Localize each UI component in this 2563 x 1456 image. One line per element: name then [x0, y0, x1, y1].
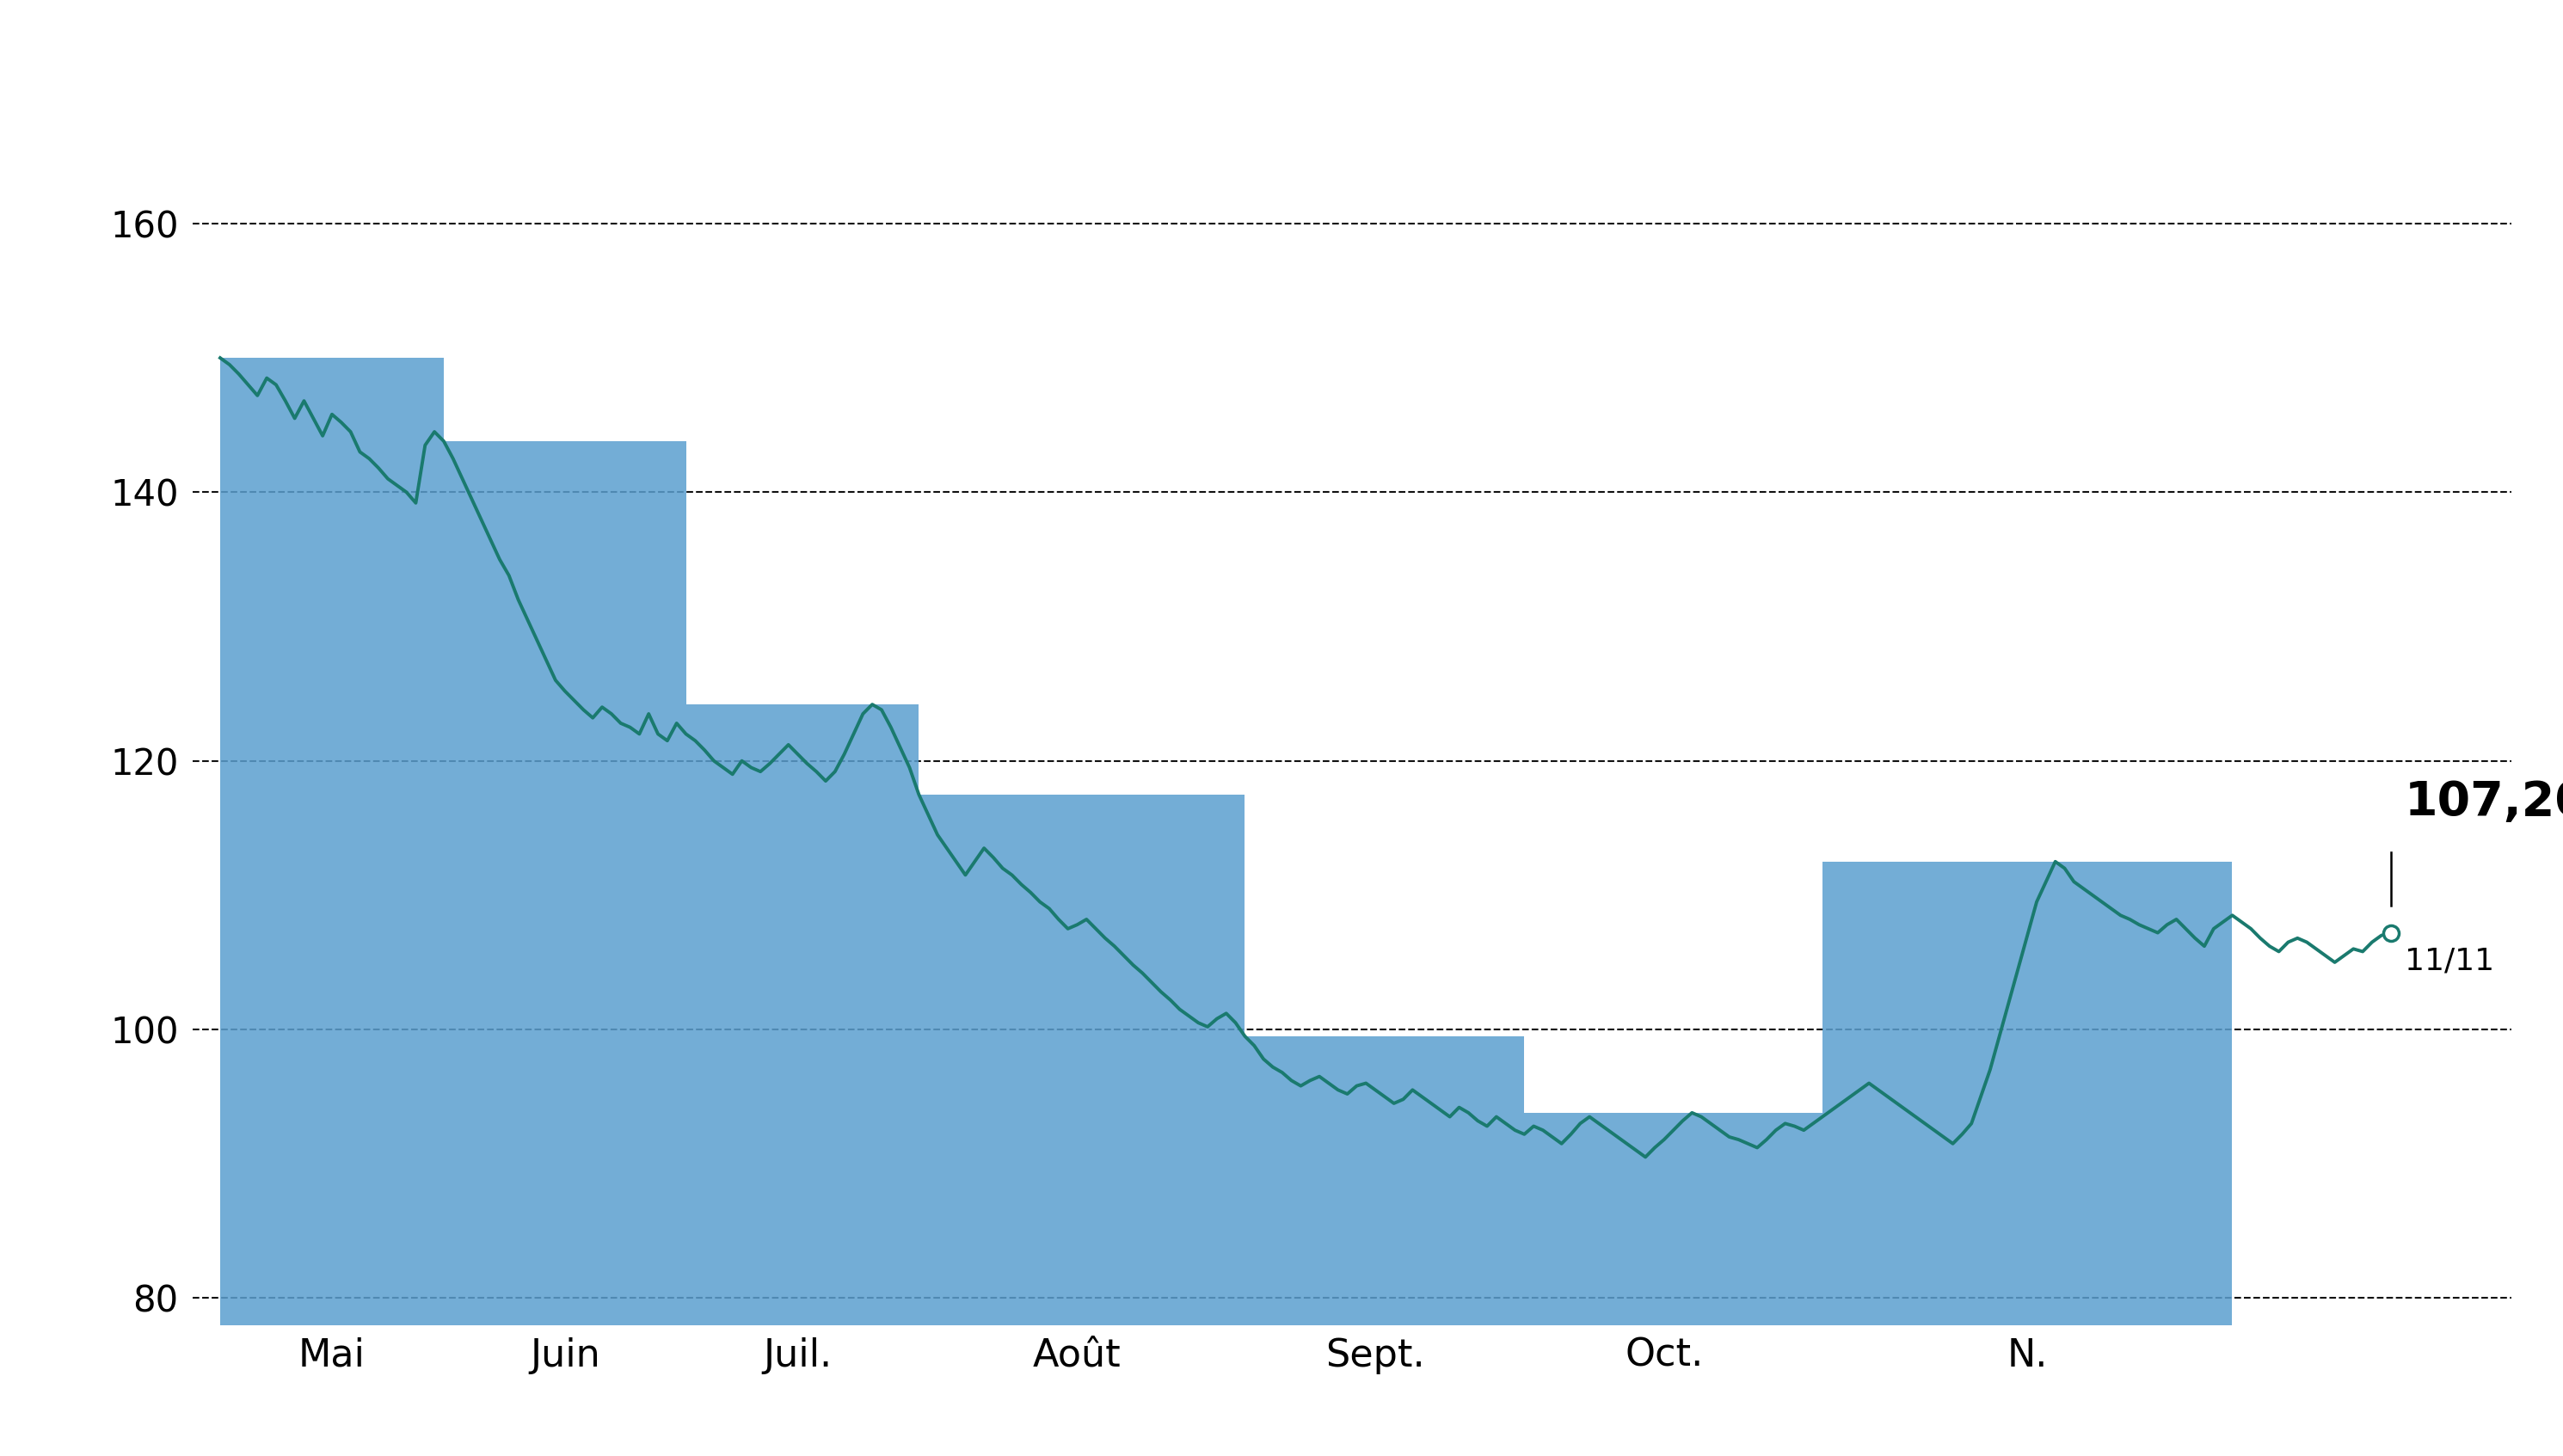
- Bar: [1246, 1037, 1525, 1325]
- Text: Secunet Security Networks AG: Secunet Security Networks AG: [541, 28, 2022, 111]
- Bar: [443, 441, 687, 1325]
- Text: 11/11: 11/11: [2404, 946, 2494, 976]
- Bar: [1822, 862, 2232, 1325]
- Text: 107,20: 107,20: [2404, 779, 2563, 826]
- Bar: [918, 795, 1246, 1325]
- Bar: [1525, 1112, 1822, 1325]
- Bar: [687, 705, 918, 1325]
- Bar: [220, 358, 443, 1325]
